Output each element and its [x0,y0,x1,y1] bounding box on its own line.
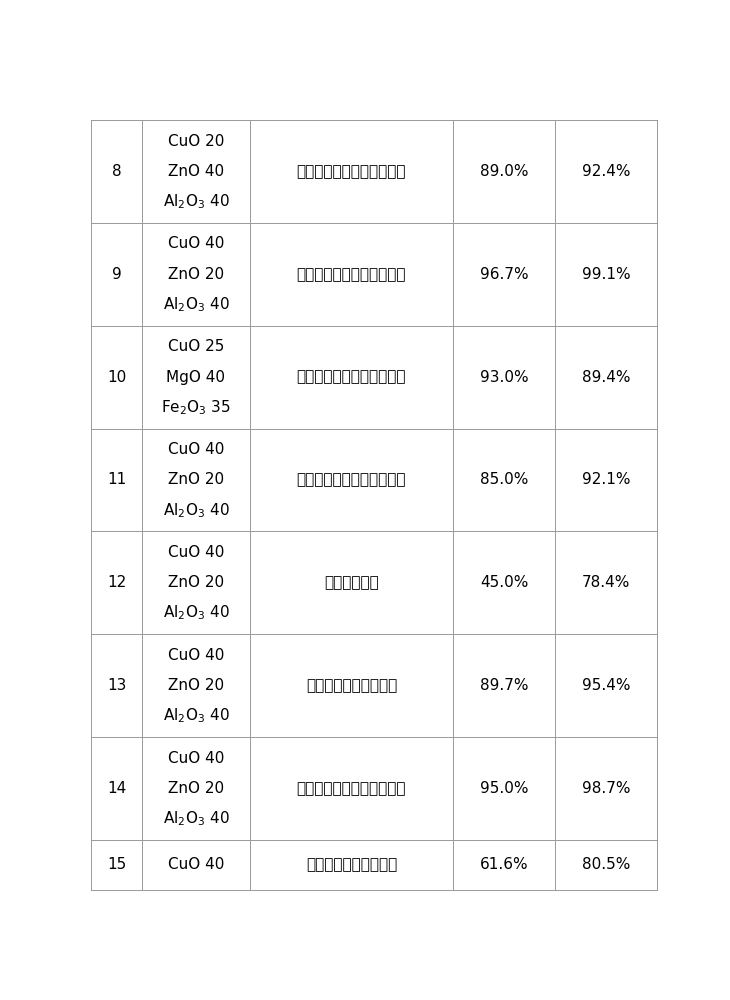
Text: ZnO 40: ZnO 40 [168,164,224,179]
Text: 89.4%: 89.4% [582,370,630,385]
Text: 93.0%: 93.0% [480,370,529,385]
Text: 11: 11 [107,472,126,487]
Text: 十二烷基二甲基苄基氯化锨: 十二烷基二甲基苄基氯化锨 [296,472,406,487]
Text: 95.4%: 95.4% [582,678,630,693]
Text: CuO 40: CuO 40 [168,751,224,766]
Text: Al$_2$O$_3$ 40: Al$_2$O$_3$ 40 [163,501,229,520]
Text: 96.7%: 96.7% [480,267,529,282]
Text: 十二烷基二甲基苄基渴化锨: 十二烷基二甲基苄基渴化锨 [296,164,406,179]
Text: CuO 25: CuO 25 [168,339,224,354]
Text: CuO 40: CuO 40 [168,545,224,560]
Text: 89.0%: 89.0% [480,164,529,179]
Text: 12: 12 [107,575,126,590]
Text: CuO 40: CuO 40 [168,442,224,457]
Text: 78.4%: 78.4% [582,575,630,590]
Text: 15: 15 [107,857,126,872]
Text: 三甲基十六烷基渴化锨: 三甲基十六烷基渴化锨 [306,678,397,693]
Text: 9: 9 [112,267,122,282]
Text: 四丁基渴化锨: 四丁基渴化锨 [324,575,379,590]
Text: Al$_2$O$_3$ 40: Al$_2$O$_3$ 40 [163,809,229,828]
Text: 98.7%: 98.7% [582,781,630,796]
Text: Al$_2$O$_3$ 40: Al$_2$O$_3$ 40 [163,295,229,314]
Text: 十二烷基三甲基氯化锨: 十二烷基三甲基氯化锨 [306,857,397,872]
Text: 14: 14 [107,781,126,796]
Text: ZnO 20: ZnO 20 [168,472,224,487]
Text: 99.1%: 99.1% [582,267,631,282]
Text: 92.1%: 92.1% [582,472,630,487]
Text: Al$_2$O$_3$ 40: Al$_2$O$_3$ 40 [163,707,229,725]
Text: ZnO 20: ZnO 20 [168,678,224,693]
Text: 92.4%: 92.4% [582,164,630,179]
Text: 8: 8 [112,164,121,179]
Text: CuO 40: CuO 40 [168,648,224,663]
Text: 89.7%: 89.7% [480,678,529,693]
Text: Al$_2$O$_3$ 40: Al$_2$O$_3$ 40 [163,192,229,211]
Text: 80.5%: 80.5% [582,857,630,872]
Text: MgO 40: MgO 40 [166,370,226,385]
Text: 45.0%: 45.0% [480,575,529,590]
Text: ZnO 20: ZnO 20 [168,575,224,590]
Text: 85.0%: 85.0% [480,472,529,487]
Text: CuO 40: CuO 40 [168,236,224,251]
Text: 61.6%: 61.6% [480,857,529,872]
Text: 10: 10 [107,370,126,385]
Text: Al$_2$O$_3$ 40: Al$_2$O$_3$ 40 [163,604,229,622]
Text: 十四烷基二甲基苄基氯化锨: 十四烷基二甲基苄基氯化锨 [296,781,406,796]
Text: ZnO 20: ZnO 20 [168,267,224,282]
Text: 十二烷基二甲基苄基渴化锨: 十二烷基二甲基苄基渴化锨 [296,267,406,282]
Text: ZnO 20: ZnO 20 [168,781,224,796]
Text: 95.0%: 95.0% [480,781,529,796]
Text: Fe$_2$O$_3$ 35: Fe$_2$O$_3$ 35 [161,398,231,417]
Text: 十二烷基二甲基苄基渴化锨: 十二烷基二甲基苄基渴化锨 [296,370,406,385]
Text: CuO 40: CuO 40 [168,857,224,872]
Text: CuO 20: CuO 20 [168,134,224,149]
Text: 13: 13 [107,678,126,693]
